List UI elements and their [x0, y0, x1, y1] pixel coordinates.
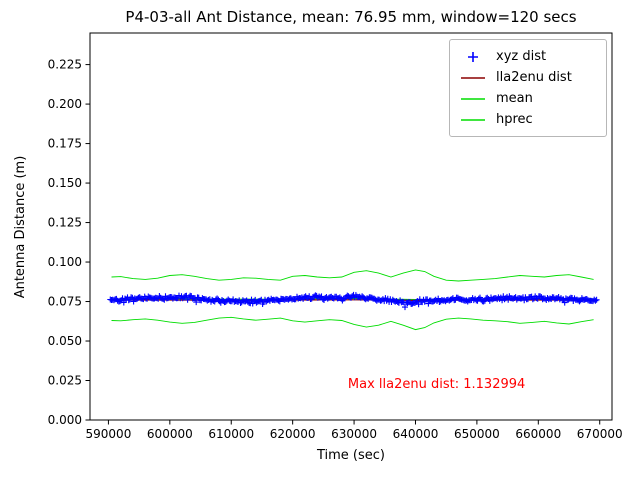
svg-text:600000: 600000: [147, 427, 193, 441]
legend-label: mean: [496, 91, 533, 106]
svg-text:0.175: 0.175: [48, 137, 82, 151]
svg-text:0.225: 0.225: [48, 58, 82, 72]
svg-text:660000: 660000: [515, 427, 561, 441]
svg-text:620000: 620000: [270, 427, 316, 441]
svg-text:0.200: 0.200: [48, 97, 82, 111]
line-marker-icon: [461, 97, 485, 100]
svg-text:0.025: 0.025: [48, 374, 82, 388]
legend-label: hprec: [496, 112, 533, 127]
svg-text:640000: 640000: [393, 427, 439, 441]
svg-text:650000: 650000: [454, 427, 500, 441]
svg-text:0.050: 0.050: [48, 334, 82, 348]
legend-label: lla2enu dist: [496, 70, 572, 85]
line-marker-icon: [461, 76, 485, 79]
y-axis-label: Antenna Distance (m): [13, 155, 28, 299]
svg-text:0.075: 0.075: [48, 295, 82, 309]
legend-item-mean: mean: [458, 88, 598, 109]
chart-title: P4-03-all Ant Distance, mean: 76.95 mm, …: [125, 8, 577, 26]
legend-item-lla2enu-dist: lla2enu dist: [458, 67, 598, 88]
legend: xyz dist lla2enu dist mean hprec: [449, 39, 607, 137]
svg-text:590000: 590000: [86, 427, 132, 441]
svg-text:0.150: 0.150: [48, 176, 82, 190]
svg-text:0.000: 0.000: [48, 413, 82, 427]
svg-text:0.125: 0.125: [48, 216, 82, 230]
legend-item-xyz-dist: xyz dist: [458, 46, 598, 67]
svg-text:630000: 630000: [331, 427, 377, 441]
plus-marker-icon: [468, 51, 478, 62]
line-marker-icon: [461, 118, 485, 121]
svg-text:0.100: 0.100: [48, 255, 82, 269]
max-dist-annotation: Max lla2enu dist: 1.132994: [347, 376, 526, 392]
svg-text:670000: 670000: [577, 427, 623, 441]
legend-label: xyz dist: [496, 49, 547, 64]
x-axis-label: Time (sec): [316, 448, 385, 463]
svg-text:610000: 610000: [208, 427, 254, 441]
legend-item-hprec: hprec: [458, 109, 598, 130]
